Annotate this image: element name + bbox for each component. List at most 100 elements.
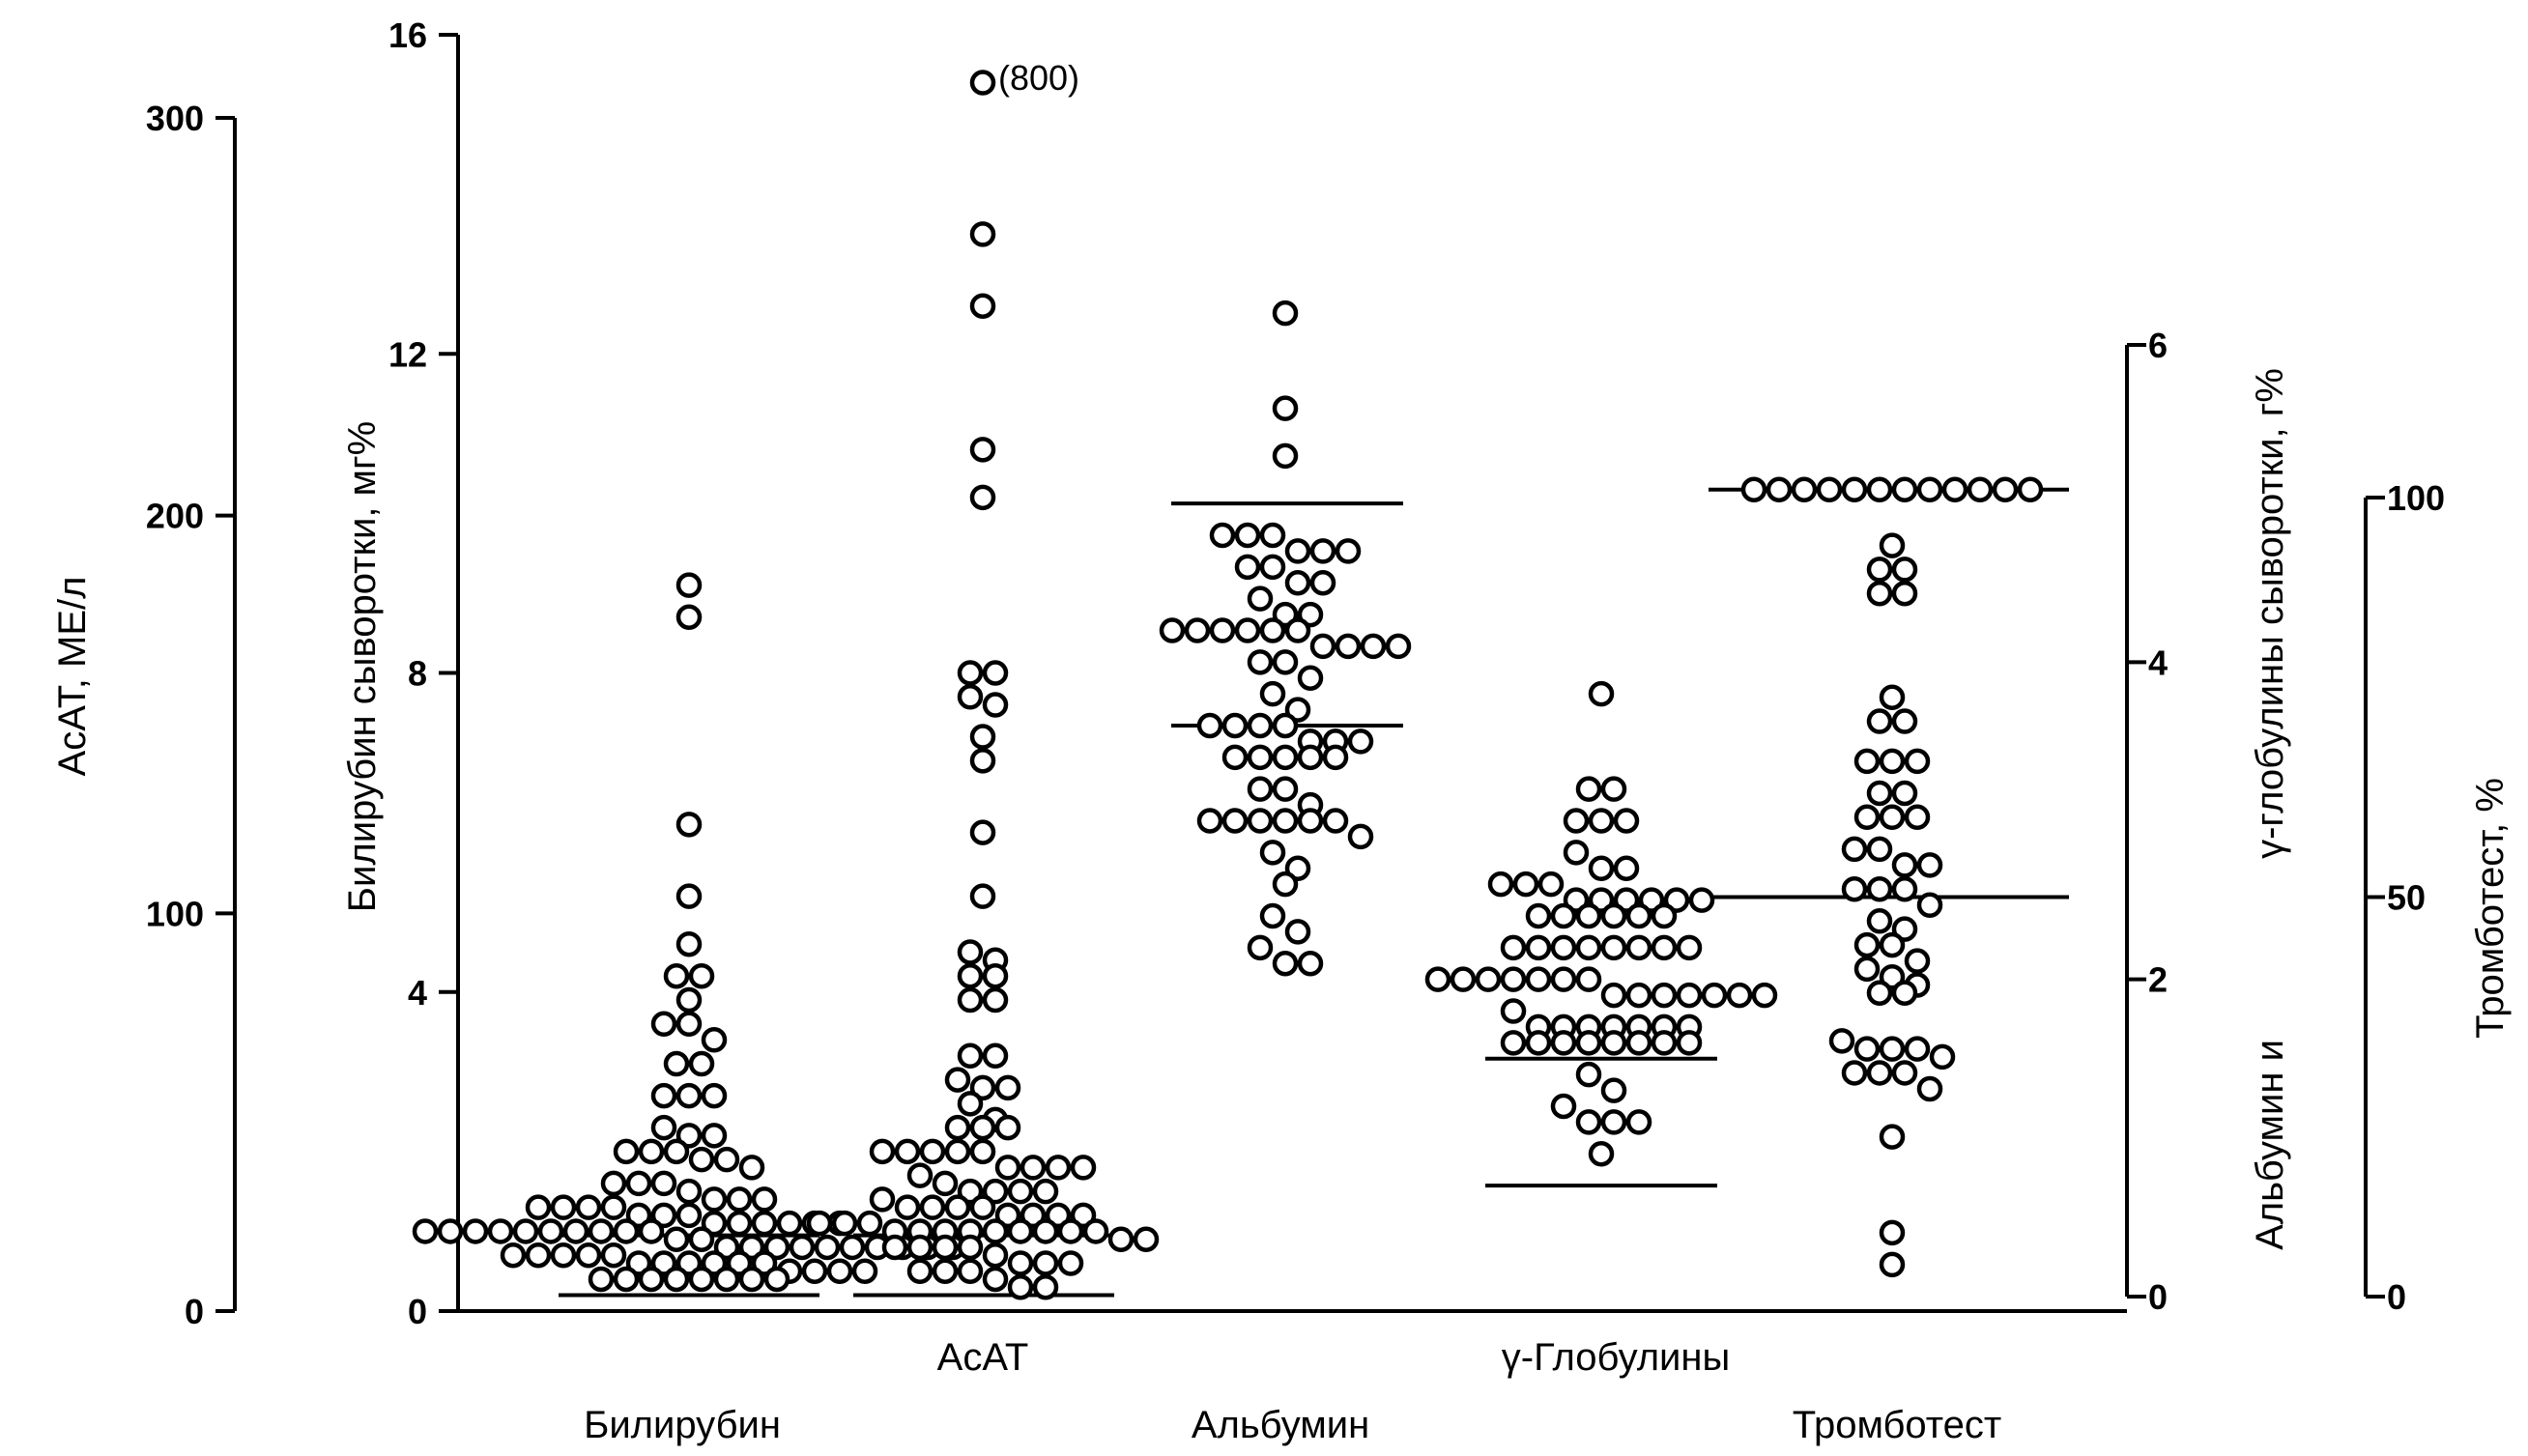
asat-data-point bbox=[806, 1210, 833, 1237]
albumin-data-point bbox=[1297, 744, 1324, 771]
asat-data-point bbox=[982, 692, 1009, 718]
asat-data-point bbox=[969, 819, 996, 845]
globulins-data-point bbox=[1575, 1030, 1602, 1056]
bilirubin-data-point bbox=[763, 1266, 790, 1293]
asat-data-point bbox=[982, 962, 1009, 989]
globulins-data-point bbox=[1613, 855, 1640, 881]
asat-axis-label: АсАТ, МЕ/л bbox=[51, 577, 94, 777]
albumin-data-point bbox=[1272, 712, 1299, 739]
bilirubin-data-point bbox=[650, 1170, 677, 1197]
asat-data-point bbox=[944, 1138, 971, 1165]
asat-data-point bbox=[969, 883, 996, 909]
thrombotest-data-point bbox=[1904, 948, 1931, 974]
albumin-data-point bbox=[1184, 617, 1211, 643]
globulins-data-point bbox=[1600, 982, 1627, 1009]
globulins-data-point bbox=[1600, 1109, 1627, 1135]
asat-data-point bbox=[906, 1258, 934, 1284]
globulins-data-point bbox=[1575, 966, 1602, 992]
bilirubin-data-point bbox=[675, 986, 703, 1013]
albumin-data-point bbox=[1272, 395, 1299, 421]
albumin-data-point bbox=[1284, 919, 1311, 945]
protein-tick-label: 4 bbox=[2148, 642, 2168, 682]
thrombotest-data-point bbox=[1891, 557, 1918, 583]
bilirubin-data-point bbox=[675, 1011, 703, 1038]
globulins-data-point bbox=[1651, 934, 1678, 961]
bilirubin-tick-label: 8 bbox=[408, 654, 427, 694]
globulins-data-point bbox=[1625, 1109, 1652, 1135]
albumin-data-point bbox=[1272, 871, 1299, 898]
thrombotest-data-point bbox=[1929, 1043, 1956, 1071]
asat-data-point bbox=[969, 221, 996, 247]
bilirubin-data-point bbox=[801, 1258, 828, 1284]
thrombotest-data-point bbox=[1891, 852, 1918, 878]
asat-data-point bbox=[1057, 1218, 1084, 1244]
albumin-data-point bbox=[1272, 808, 1299, 834]
asat-data-point bbox=[831, 1210, 858, 1237]
bilirubin-data-point bbox=[588, 1218, 615, 1244]
bilirubin-data-point bbox=[701, 1027, 728, 1053]
albumin-data-point bbox=[1259, 617, 1286, 643]
bilirubin-data-point bbox=[776, 1210, 803, 1237]
asat-data-point bbox=[994, 1202, 1021, 1229]
globulins-data-point bbox=[1625, 1030, 1652, 1056]
albumin-data-point bbox=[1360, 633, 1387, 660]
albumin-data-point bbox=[1259, 554, 1286, 581]
bilirubin-data-point bbox=[663, 1266, 690, 1293]
asat-data-point bbox=[969, 437, 996, 463]
asat-data-point bbox=[1107, 1226, 1135, 1252]
globulins-data-point bbox=[1575, 902, 1602, 929]
thrombotest-data-point bbox=[1866, 836, 1893, 863]
thrombotest-tick-label: 50 bbox=[2387, 878, 2426, 918]
asat-data-point bbox=[994, 1155, 1021, 1181]
globulins-data-point bbox=[1475, 966, 1502, 992]
albumin-data-point bbox=[1259, 680, 1286, 707]
thrombotest-tick-label: 0 bbox=[2387, 1277, 2406, 1317]
globulins-data-point bbox=[1575, 934, 1602, 961]
bilirubin-data-point bbox=[675, 812, 703, 838]
asat-data-point bbox=[957, 660, 984, 686]
thrombotest-data-point bbox=[1879, 963, 1906, 990]
thrombotest-data-point bbox=[1891, 708, 1918, 734]
albumin-data-point bbox=[1247, 808, 1274, 834]
bilirubin-data-point bbox=[625, 1202, 652, 1229]
bilirubin-data-point bbox=[675, 604, 703, 630]
bilirubin-data-point bbox=[751, 1210, 778, 1237]
albumin-data-point bbox=[1159, 617, 1186, 643]
bilirubin-data-point bbox=[525, 1194, 552, 1220]
category-label-albumin: Альбумин bbox=[1192, 1404, 1369, 1446]
thrombotest-data-point bbox=[1879, 748, 1906, 775]
globulins-data-point bbox=[1676, 934, 1703, 961]
bilirubin-tick-label: 4 bbox=[408, 973, 427, 1013]
albumin-data-point bbox=[1309, 633, 1336, 660]
albumin-data-point bbox=[1284, 538, 1311, 564]
globulins-data-point bbox=[1651, 1030, 1678, 1056]
asat-data-point bbox=[1032, 1273, 1059, 1300]
bilirubin-data-point bbox=[675, 1202, 703, 1229]
albumin-data-point bbox=[1247, 934, 1274, 961]
asat-data-point bbox=[982, 1042, 1009, 1070]
bilirubin-data-point bbox=[562, 1218, 589, 1244]
albumin-data-point bbox=[1335, 633, 1362, 660]
asat-data-point bbox=[944, 1114, 971, 1141]
albumin-data-point bbox=[1347, 823, 1374, 850]
globulins-data-point bbox=[1550, 934, 1577, 961]
globulins-data-point bbox=[1563, 840, 1590, 866]
bilirubin-data-point bbox=[839, 1234, 866, 1261]
thrombotest-data-point bbox=[1866, 557, 1893, 583]
thrombotest-data-point bbox=[1841, 1060, 1868, 1086]
bilirubin-data-point bbox=[437, 1218, 464, 1244]
albumin-data-point bbox=[1234, 617, 1261, 643]
bilirubin-axis: 0 4 8 12 16 bbox=[388, 15, 460, 1331]
bilirubin-data-point bbox=[814, 1234, 841, 1261]
bilirubin-data-point bbox=[738, 1266, 765, 1293]
asat-data-point bbox=[969, 293, 996, 319]
asat-data-point bbox=[932, 1234, 959, 1261]
category-label-asat: АсАТ bbox=[937, 1336, 1029, 1379]
thrombotest-data-point bbox=[1828, 1028, 1855, 1054]
globulins-data-point bbox=[1651, 982, 1678, 1009]
bilirubin-data-point bbox=[525, 1242, 552, 1269]
thrombotest-data-point bbox=[1891, 980, 1918, 1006]
thrombotest-data-point bbox=[1766, 476, 1793, 502]
albumin-data-point bbox=[1221, 744, 1249, 771]
bilirubin-data-point bbox=[688, 962, 715, 989]
